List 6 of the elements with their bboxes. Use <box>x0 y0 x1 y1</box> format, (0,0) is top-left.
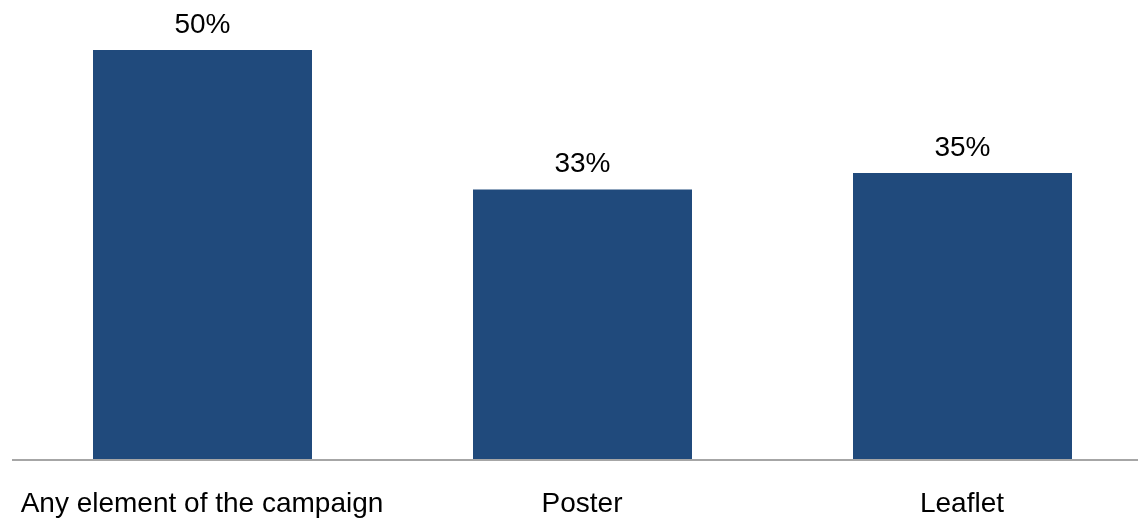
x-tick-label: Any element of the campaign <box>20 487 384 518</box>
x-tick-label: Poster <box>541 487 623 518</box>
data-label: 50% <box>174 8 231 39</box>
data-label: 33% <box>554 147 611 179</box>
data-label: 35% <box>934 131 991 162</box>
x-tick-label: Leaflet <box>919 487 1005 518</box>
